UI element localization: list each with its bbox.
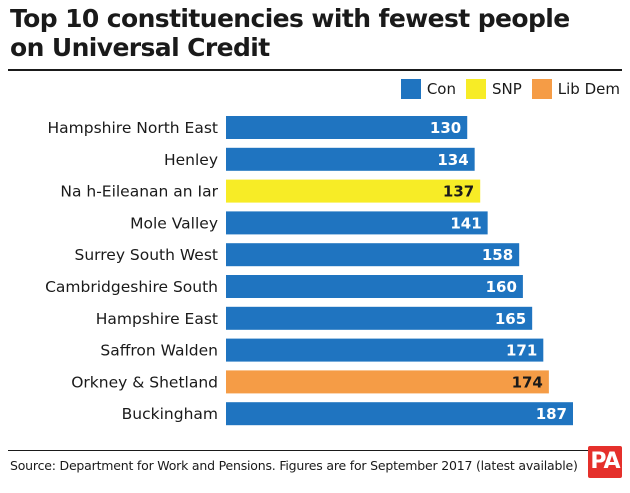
legend-item-libdem: Lib Dem <box>531 79 620 99</box>
bar-na-h-eileanan-an-iar <box>226 179 481 203</box>
legend-label-con: Con <box>426 80 456 98</box>
legend-item-con: Con <box>400 79 456 99</box>
title-divider <box>8 69 622 71</box>
pa-logo: PA <box>588 446 622 478</box>
value-label-mole-valley: 141 <box>450 214 481 232</box>
bar-hampshire-north-east <box>226 116 468 139</box>
legend-swatch-con <box>400 79 421 99</box>
value-label-na-h-eileanan-an-iar: 137 <box>443 183 474 201</box>
category-label-orkney-shetland: Orkney & Shetland <box>71 373 218 391</box>
value-label-cambridgeshire-south: 160 <box>486 278 517 296</box>
legend-item-snp: SNP <box>465 79 522 99</box>
category-label-cambridgeshire-south: Cambridgeshire South <box>45 278 218 296</box>
bar-orkney-shetland <box>226 370 549 394</box>
source-note: Source: Department for Work and Pensions… <box>10 458 578 473</box>
bar-mole-valley <box>226 211 488 235</box>
value-label-buckingham: 187 <box>536 405 567 423</box>
category-label-mole-valley: Mole Valley <box>130 214 218 232</box>
bar-henley <box>226 147 475 171</box>
bar-hampshire-east <box>226 306 533 330</box>
bar-cambridgeshire-south <box>226 275 523 298</box>
bar-buckingham <box>226 402 573 426</box>
bar-surrey-south-west <box>226 243 520 267</box>
value-label-saffron-walden: 171 <box>506 342 537 360</box>
category-label-surrey-south-west: Surrey South West <box>74 246 218 264</box>
chart-title: Top 10 constituencies with fewest people… <box>10 4 570 62</box>
value-label-hampshire-east: 165 <box>495 310 526 328</box>
category-label-henley: Henley <box>164 151 218 169</box>
legend-label-libdem: Lib Dem <box>557 80 620 98</box>
legend-swatch-snp <box>465 79 486 99</box>
legend-swatch-libdem <box>531 79 552 99</box>
value-label-hampshire-north-east: 130 <box>430 119 461 137</box>
value-label-henley: 134 <box>437 151 468 169</box>
value-label-surrey-south-west: 158 <box>482 246 513 264</box>
bar-saffron-walden <box>226 338 544 362</box>
category-label-hampshire-north-east: Hampshire North East <box>47 119 218 137</box>
source-divider <box>8 450 622 451</box>
value-label-orkney-shetland: 174 <box>512 373 543 391</box>
legend-label-snp: SNP <box>491 80 522 98</box>
category-label-saffron-walden: Saffron Walden <box>100 342 218 360</box>
category-label-buckingham: Buckingham <box>122 405 218 423</box>
category-label-na-h-eileanan-an-iar: Na h-Eileanan an Iar <box>60 183 218 201</box>
category-label-hampshire-east: Hampshire East <box>96 310 218 328</box>
legend: Con SNP Lib Dem <box>400 78 620 100</box>
